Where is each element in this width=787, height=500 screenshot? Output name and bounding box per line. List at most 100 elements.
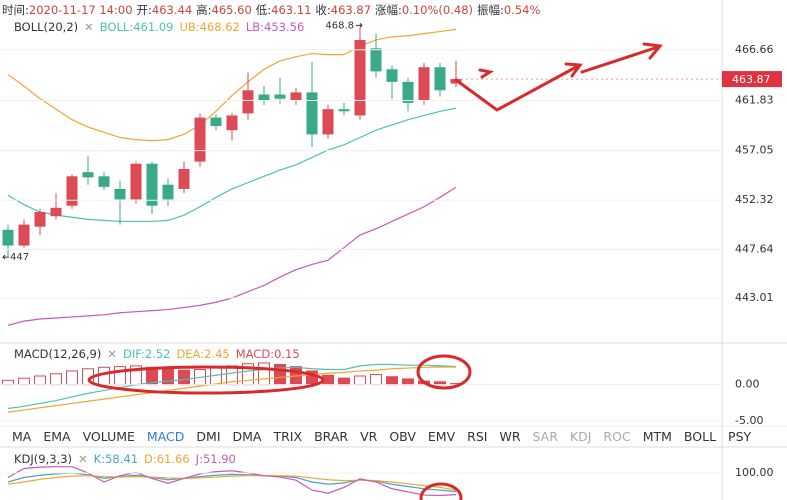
indicator-tab[interactable]: OBV bbox=[389, 428, 416, 444]
close-icon[interactable]: ✕ bbox=[84, 20, 94, 34]
indicator-tab[interactable]: DMI bbox=[196, 428, 221, 444]
indicator-tab[interactable]: BRAR bbox=[314, 428, 349, 444]
indicator-line bbox=[7, 466, 457, 497]
indicator-line bbox=[7, 28, 457, 142]
indicator-tab[interactable]: BOLL bbox=[683, 428, 717, 444]
header-label: 时间: bbox=[2, 3, 29, 17]
indicator-line bbox=[7, 366, 456, 413]
candle-body bbox=[178, 168, 190, 189]
max-arrow bbox=[356, 22, 363, 28]
macd-bar bbox=[66, 370, 78, 386]
header-label: 振幅: bbox=[477, 3, 504, 17]
candle-body bbox=[402, 81, 414, 103]
indicator-line bbox=[7, 363, 457, 410]
indicator-tab[interactable]: MACD bbox=[146, 428, 185, 444]
y-tick-label: 466.66 bbox=[735, 43, 774, 56]
candle-body bbox=[242, 90, 254, 114]
header-label: 涨幅: bbox=[375, 3, 402, 17]
legend-entry: LB:453.56 bbox=[245, 20, 305, 34]
indicator-tab[interactable]: MTM bbox=[642, 428, 672, 444]
indicator-tab[interactable]: WR bbox=[499, 428, 521, 444]
legend-entry: BOLL:461.09 bbox=[99, 20, 174, 34]
indicator-line bbox=[7, 186, 457, 326]
annotation-ellipse bbox=[87, 365, 325, 395]
y-tick-label: 457.05 bbox=[735, 144, 774, 157]
y-tick-label: 452.32 bbox=[735, 193, 774, 206]
indicator-tab[interactable]: TRIX bbox=[273, 428, 303, 444]
panel bbox=[7, 466, 457, 497]
legend-entry: DIF:2.52 bbox=[122, 347, 171, 361]
annotation-arrowhead bbox=[564, 62, 583, 78]
plot-layer: 466.66 461.83 457.05 452.32 447.64 443.01 468.… bbox=[0, 20, 782, 497]
indicator-tab[interactable]: EMA bbox=[43, 428, 71, 444]
legend-entry: DEA:2.45 bbox=[176, 347, 230, 361]
indicator-tabs: MA EMA VOLUME MACD DMI DMA TRIX BRAR VR OBV EMV RSI… bbox=[12, 428, 763, 444]
indicator-tab[interactable]: ROC bbox=[603, 428, 631, 444]
candle-body bbox=[50, 207, 62, 217]
candle-body bbox=[290, 92, 302, 101]
indicator-tab[interactable]: EMV bbox=[427, 428, 456, 444]
indicator-tab[interactable]: PSY bbox=[728, 428, 752, 444]
max-label: 468.8 bbox=[325, 20, 354, 31]
candle-body bbox=[434, 67, 446, 91]
header-value: 2020-11-17 14:00 bbox=[28, 3, 133, 17]
candle-body bbox=[162, 184, 174, 200]
candle-body bbox=[130, 163, 142, 200]
indicator-line bbox=[7, 472, 457, 493]
indicator-tab[interactable]: VR bbox=[360, 428, 378, 444]
y-tick-label: -5.00 bbox=[735, 414, 763, 427]
candle-body bbox=[210, 117, 222, 126]
indicator-name: BOLL(20,2) bbox=[14, 20, 79, 34]
header-value: 465.60 bbox=[211, 3, 252, 17]
header-label: 高: bbox=[196, 3, 212, 17]
close-icon[interactable]: ✕ bbox=[78, 452, 88, 466]
candle-body bbox=[114, 188, 126, 200]
candle-body bbox=[274, 94, 286, 99]
legend-entry: K:58.41 bbox=[93, 452, 139, 466]
header-label: 开: bbox=[136, 3, 152, 17]
indicator-tab[interactable]: KDJ bbox=[569, 428, 592, 444]
min-arrow bbox=[2, 254, 9, 260]
legend: KDJ(9,3,3) ✕ K:58.41 D:61.66 J:51.90 bbox=[14, 452, 242, 466]
indicator-tab[interactable]: VOLUME bbox=[82, 428, 135, 444]
indicator-line bbox=[7, 107, 457, 223]
header-value: 0.10%(0.48) bbox=[401, 3, 474, 17]
indicator-tab[interactable]: DMA bbox=[232, 428, 262, 444]
candle-body bbox=[226, 115, 238, 131]
header-value: 0.54% bbox=[503, 3, 541, 17]
annotation-arrow bbox=[454, 64, 580, 112]
indicator-line bbox=[7, 475, 457, 491]
candle-body bbox=[82, 172, 94, 178]
candle-body bbox=[386, 69, 398, 82]
header-label: 低: bbox=[255, 3, 272, 17]
indicator-tab[interactable]: RSI bbox=[467, 428, 488, 444]
candle-body bbox=[66, 176, 78, 206]
macd-bar bbox=[34, 375, 46, 386]
indicator-tab[interactable]: MA bbox=[12, 428, 32, 444]
legend-entry: MACD:0.15 bbox=[235, 347, 300, 361]
macd-bar bbox=[162, 368, 174, 386]
header: 时间: 2020-11-17 14:00 开: 463.44 高: 465.60 低: 463… bbox=[2, 2, 544, 18]
header-value: 463.44 bbox=[151, 3, 193, 17]
macd-bar bbox=[338, 377, 350, 386]
macd-bar bbox=[258, 362, 270, 386]
legend-entry: D:61.66 bbox=[144, 452, 190, 466]
min-label: 447 bbox=[10, 252, 29, 263]
annotation-mark bbox=[478, 68, 494, 79]
y-tick-label: 461.83 bbox=[735, 93, 774, 106]
annotation-ellipse bbox=[419, 482, 463, 500]
candle-body bbox=[354, 39, 366, 116]
header-label: 收: bbox=[315, 3, 331, 17]
close-icon[interactable]: ✕ bbox=[107, 347, 117, 361]
candle-body bbox=[194, 117, 206, 162]
annotation-arrow bbox=[580, 45, 660, 74]
candle-body bbox=[322, 109, 334, 135]
macd-bar bbox=[370, 374, 382, 386]
price-tag bbox=[722, 71, 782, 88]
indicator-tab[interactable]: SAR bbox=[532, 428, 558, 444]
candle-body bbox=[34, 212, 46, 227]
macd-bar bbox=[18, 377, 30, 386]
candle-body bbox=[146, 163, 158, 206]
panel bbox=[2, 362, 462, 413]
